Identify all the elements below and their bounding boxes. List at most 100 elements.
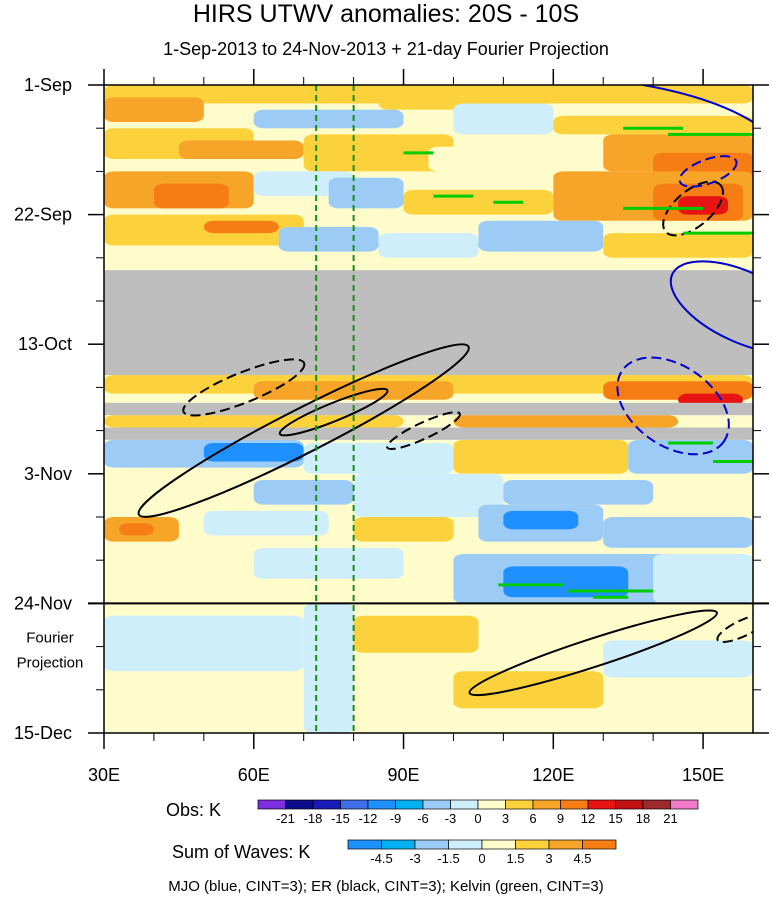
plot-frame: [103, 84, 754, 734]
missing-data-band: [104, 427, 753, 440]
obs-colorbar-box: [505, 799, 534, 810]
obs-colorbar-tick-label: -15: [331, 811, 350, 826]
x-tick-label: 60E: [238, 765, 270, 785]
anomaly-patch: [353, 517, 454, 542]
waves-colorbar-tick-label: 0: [478, 851, 485, 866]
anomaly-patch: [453, 439, 629, 474]
obs-colorbar-tick-label: -18: [304, 811, 323, 826]
mjo-contour-positive: [642, 85, 753, 123]
mjo-contour-positive: [669, 260, 753, 354]
obs-colorbar-tick-label: 9: [557, 811, 564, 826]
anomaly-patch: [104, 97, 204, 123]
waves-colorbar-tick-label: 3: [545, 851, 552, 866]
obs-colorbar-tick-label: 15: [608, 811, 622, 826]
y-tick-label: 1-Sep: [24, 75, 72, 95]
anomaly-patch: [678, 196, 729, 215]
anomaly-patch: [503, 510, 579, 530]
er-contour-positive: [468, 609, 718, 697]
anomaly-patch: [328, 177, 404, 209]
obs-colorbar-box: [340, 799, 369, 810]
obs-colorbar-box: [422, 799, 451, 810]
anomaly-patch: [118, 523, 154, 536]
waves-colorbar-box: [448, 839, 483, 850]
obs-colorbar-box: [395, 799, 424, 810]
mjo-contour-negative: [678, 155, 738, 188]
anomaly-patch: [104, 473, 254, 505]
obs-colorbar-box: [257, 799, 286, 810]
y-tick-label: 15-Dec: [14, 723, 72, 743]
anomaly-patch: [478, 220, 604, 252]
anomaly-patch: [353, 615, 479, 653]
anomaly-patch: [603, 233, 753, 258]
anomaly-patch: [453, 415, 679, 428]
obs-colorbar-box: [587, 799, 616, 810]
projection-label: Projection: [17, 654, 84, 671]
obs-colorbar-tick-label: 21: [663, 811, 677, 826]
anomaly-patch: [203, 510, 329, 536]
anomaly-patch: [178, 140, 304, 160]
chart-title: HIRS UTWV anomalies: 20S - 10S: [192, 0, 580, 28]
waves-colorbar-box: [548, 839, 583, 850]
mjo-contour-negative: [616, 356, 730, 456]
obs-colorbar-tick-label: -9: [390, 811, 402, 826]
er-contour-positive: [137, 343, 470, 518]
plot-area: [104, 85, 753, 733]
anomaly-patch: [503, 566, 629, 598]
obs-colorbar-box: [450, 799, 479, 810]
anomaly-patch: [453, 103, 554, 135]
y-tick-label: 13-Oct: [18, 334, 72, 354]
obs-colorbar-tick-label: -3: [445, 811, 457, 826]
obs-colorbar-box: [560, 799, 589, 810]
anomaly-patch: [378, 233, 479, 258]
obs-colorbar-box: [312, 799, 341, 810]
obs-colorbar-tick-label: 3: [502, 811, 509, 826]
obs-colorbar-tick-label: -21: [276, 811, 295, 826]
obs-colorbar-box: [477, 799, 506, 810]
obs-colorbar-tick-label: -12: [359, 811, 378, 826]
anomaly-patch: [303, 442, 454, 474]
contour-legend: MJO (blue, CINT=3); ER (black, CINT=3); …: [168, 878, 604, 895]
obs-colorbar-tick-label: 12: [581, 811, 595, 826]
anomaly-patch: [628, 439, 753, 474]
waves-colorbar-box: [381, 839, 416, 850]
obs-colorbar-box: [615, 799, 644, 810]
er-contour-negative: [716, 613, 753, 643]
x-tick-label: 120E: [532, 765, 574, 785]
obs-colorbar-label: Obs: K: [166, 800, 222, 820]
missing-data-band: [104, 402, 753, 416]
x-tick-label: 90E: [388, 765, 420, 785]
obs-colorbar-box: [532, 799, 561, 810]
anomaly-patch: [303, 134, 454, 172]
anomaly-patch: [203, 220, 279, 234]
waves-colorbar-box: [481, 839, 516, 850]
x-tick-label: 150E: [682, 765, 724, 785]
anomaly-patch: [653, 554, 753, 604]
anomaly-patch: [253, 479, 354, 505]
waves-colorbar-box: [347, 839, 382, 850]
waves-colorbar-box: [515, 839, 550, 850]
waves-colorbar-box: [582, 839, 617, 850]
obs-colorbar-box: [670, 799, 699, 810]
er-contour-positive: [278, 387, 389, 437]
anomaly-patch: [153, 183, 229, 209]
waves-colorbar-tick-label: -4.5: [370, 851, 392, 866]
anomaly-patch: [403, 189, 554, 215]
x-tick-label: 30E: [88, 765, 120, 785]
anomaly-patch: [104, 615, 304, 672]
obs-colorbar-box: [642, 799, 671, 810]
anomaly-patch: [603, 517, 753, 548]
y-tick-label: 24-Nov: [14, 593, 72, 613]
anomaly-patch: [553, 115, 753, 135]
anomaly-patch: [353, 473, 504, 517]
projection-label: Fourier: [26, 629, 74, 646]
obs-colorbar-tick-label: 0: [474, 811, 481, 826]
anomaly-patch: [603, 640, 753, 678]
obs-colorbar-box: [367, 799, 396, 810]
y-tick-label: 3-Nov: [24, 464, 72, 484]
waves-colorbar-box: [414, 839, 449, 850]
waves-colorbar-label: Sum of Waves: K: [172, 842, 311, 862]
waves-colorbar-tick-label: 4.5: [573, 851, 591, 866]
anomaly-patch: [303, 603, 354, 733]
anomaly-patch: [503, 479, 654, 505]
